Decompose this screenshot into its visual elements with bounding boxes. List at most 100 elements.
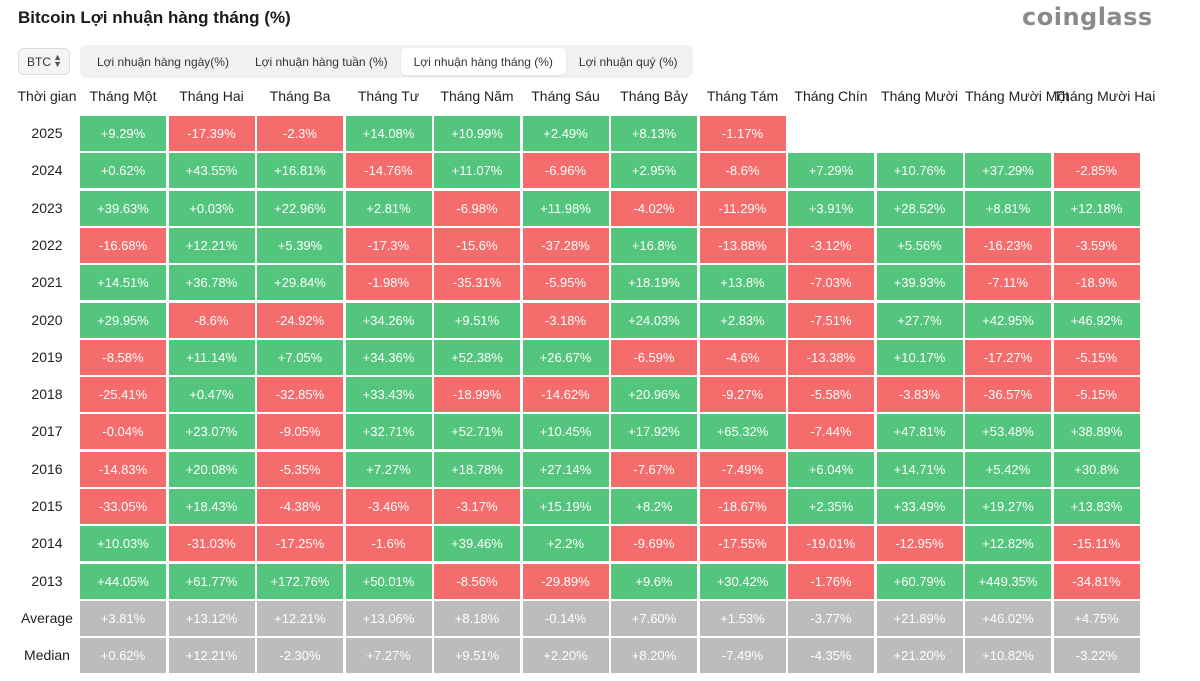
return-cell: +9.6% bbox=[611, 563, 697, 599]
year-label: 2016 bbox=[31, 460, 63, 477]
month-header: Tháng Tám bbox=[706, 88, 779, 104]
return-cell: -4.6% bbox=[699, 339, 786, 375]
stat-cell: -3.22% bbox=[1053, 638, 1140, 674]
year-label: 2022 bbox=[31, 236, 63, 253]
return-cell: -1.76% bbox=[788, 563, 874, 599]
return-cell: -32.85% bbox=[257, 377, 343, 413]
return-cell: -15.6% bbox=[434, 227, 520, 263]
return-cell: +39.93% bbox=[876, 265, 963, 301]
stat-cell: +46.02% bbox=[965, 600, 1051, 636]
return-cell: +20.96% bbox=[611, 377, 697, 413]
stat-cell: +21.89% bbox=[876, 600, 963, 636]
return-cell: +12.21% bbox=[168, 227, 255, 263]
return-cell: -36.57% bbox=[965, 377, 1051, 413]
return-cell: -12.95% bbox=[876, 526, 963, 562]
return-cell: -34.81% bbox=[1053, 563, 1140, 599]
stat-cell: +13.12% bbox=[168, 600, 255, 636]
return-cell: -3.46% bbox=[345, 489, 432, 524]
month-header: Tháng Mười Hai bbox=[1053, 88, 1156, 104]
return-cell: +44.05% bbox=[80, 563, 166, 599]
return-cell: -25.41% bbox=[80, 377, 166, 413]
return-cell: +7.27% bbox=[345, 451, 432, 487]
return-cell: +2.83% bbox=[699, 302, 786, 338]
return-cell: -7.11% bbox=[965, 265, 1051, 301]
return-cell: -11.29% bbox=[699, 190, 786, 226]
return-cell: -29.89% bbox=[522, 563, 609, 599]
month-header: Tháng Bảy bbox=[620, 88, 688, 104]
stat-cell: -2.30% bbox=[257, 638, 343, 674]
return-cell: -14.76% bbox=[345, 153, 432, 189]
tab-daily[interactable]: Lợi nhuận hàng ngày(%) bbox=[97, 54, 229, 69]
return-cell: +3.91% bbox=[788, 190, 874, 226]
return-cell: -17.55% bbox=[699, 526, 786, 562]
return-cell: -5.95% bbox=[522, 265, 609, 301]
return-cell: -9.69% bbox=[611, 526, 697, 562]
return-cell: -18.99% bbox=[434, 377, 520, 413]
return-cell: -6.96% bbox=[522, 153, 609, 189]
return-cell: -3.59% bbox=[1053, 227, 1140, 263]
return-cell: -2.3% bbox=[257, 116, 343, 151]
return-cell: +39.46% bbox=[434, 526, 520, 562]
return-cell: +8.2% bbox=[611, 489, 697, 524]
stat-cell: +3.81% bbox=[80, 600, 166, 636]
return-cell: -5.58% bbox=[788, 377, 874, 413]
return-cell: -0.04% bbox=[80, 414, 166, 450]
return-cell: +32.71% bbox=[345, 414, 432, 450]
stat-cell: +21.20% bbox=[876, 638, 963, 674]
month-header: Tháng Ba bbox=[269, 88, 331, 104]
year-label: 2018 bbox=[31, 386, 63, 403]
return-cell: -18.67% bbox=[699, 489, 786, 524]
return-cell: +2.81% bbox=[345, 190, 432, 226]
return-cell: +15.19% bbox=[522, 489, 609, 524]
tab-monthly[interactable]: Lợi nhuận hàng tháng (%) bbox=[400, 48, 566, 75]
return-cell: -3.12% bbox=[788, 227, 874, 263]
return-cell: +0.62% bbox=[80, 153, 166, 189]
return-cell: -2.85% bbox=[1053, 153, 1140, 189]
return-cell: +38.89% bbox=[1053, 414, 1140, 450]
return-cell: -13.88% bbox=[699, 227, 786, 263]
month-header: Tháng Mười Một bbox=[965, 88, 1070, 104]
return-cell: +29.95% bbox=[80, 302, 166, 338]
return-cell: -7.67% bbox=[611, 451, 697, 487]
return-cell: +18.78% bbox=[434, 451, 520, 487]
return-cell: +449.35% bbox=[965, 563, 1051, 599]
return-cell: -8.6% bbox=[168, 302, 255, 338]
return-cell: +7.05% bbox=[257, 339, 343, 375]
return-cell: +9.29% bbox=[80, 116, 166, 151]
return-cell: +30.8% bbox=[1053, 451, 1140, 487]
return-cell: +42.95% bbox=[965, 302, 1051, 338]
stat-cell: +0.62% bbox=[80, 638, 166, 674]
stat-cell: -7.49% bbox=[699, 638, 786, 674]
return-cell: +6.04% bbox=[788, 451, 874, 487]
symbol-select[interactable]: BTC ▲ ▼ bbox=[18, 48, 70, 75]
return-cell: -7.49% bbox=[699, 451, 786, 487]
return-cell: +30.42% bbox=[699, 563, 786, 599]
symbol-select-value: BTC bbox=[27, 54, 51, 69]
year-label: 2017 bbox=[31, 423, 63, 440]
return-cell: -7.51% bbox=[788, 302, 874, 338]
month-header: Tháng Hai bbox=[179, 88, 244, 104]
year-label: 2023 bbox=[31, 199, 63, 216]
return-cell: +8.13% bbox=[611, 116, 697, 151]
return-cell: -3.18% bbox=[522, 302, 609, 338]
return-cell: -5.35% bbox=[257, 451, 343, 487]
tab-weekly[interactable]: Lợi nhuận hàng tuần (%) bbox=[254, 54, 388, 69]
year-label: 2013 bbox=[31, 572, 63, 589]
page-title: Bitcoin Lợi nhuận hàng tháng (%) bbox=[18, 8, 291, 27]
year-label: 2015 bbox=[31, 498, 63, 514]
tab-quarterly[interactable]: Lợi nhuận quý (%) bbox=[578, 54, 678, 69]
chevron-updown-icon: ▲ ▼ bbox=[53, 52, 62, 69]
return-cell: +28.52% bbox=[876, 190, 963, 226]
return-cell: -37.28% bbox=[522, 227, 609, 263]
return-cell: +47.81% bbox=[876, 414, 963, 450]
return-cell: +17.92% bbox=[611, 414, 697, 450]
return-cell: +61.77% bbox=[168, 563, 255, 599]
return-cell: -6.59% bbox=[611, 339, 697, 375]
return-cell: +0.47% bbox=[168, 377, 255, 413]
return-cell: +5.56% bbox=[876, 227, 963, 263]
stat-cell: +8.18% bbox=[434, 600, 520, 636]
stat-cell: +12.21% bbox=[257, 600, 343, 636]
stat-cell: -3.77% bbox=[788, 600, 874, 636]
return-cell: -9.27% bbox=[699, 377, 786, 413]
return-cell: +29.84% bbox=[257, 265, 343, 301]
